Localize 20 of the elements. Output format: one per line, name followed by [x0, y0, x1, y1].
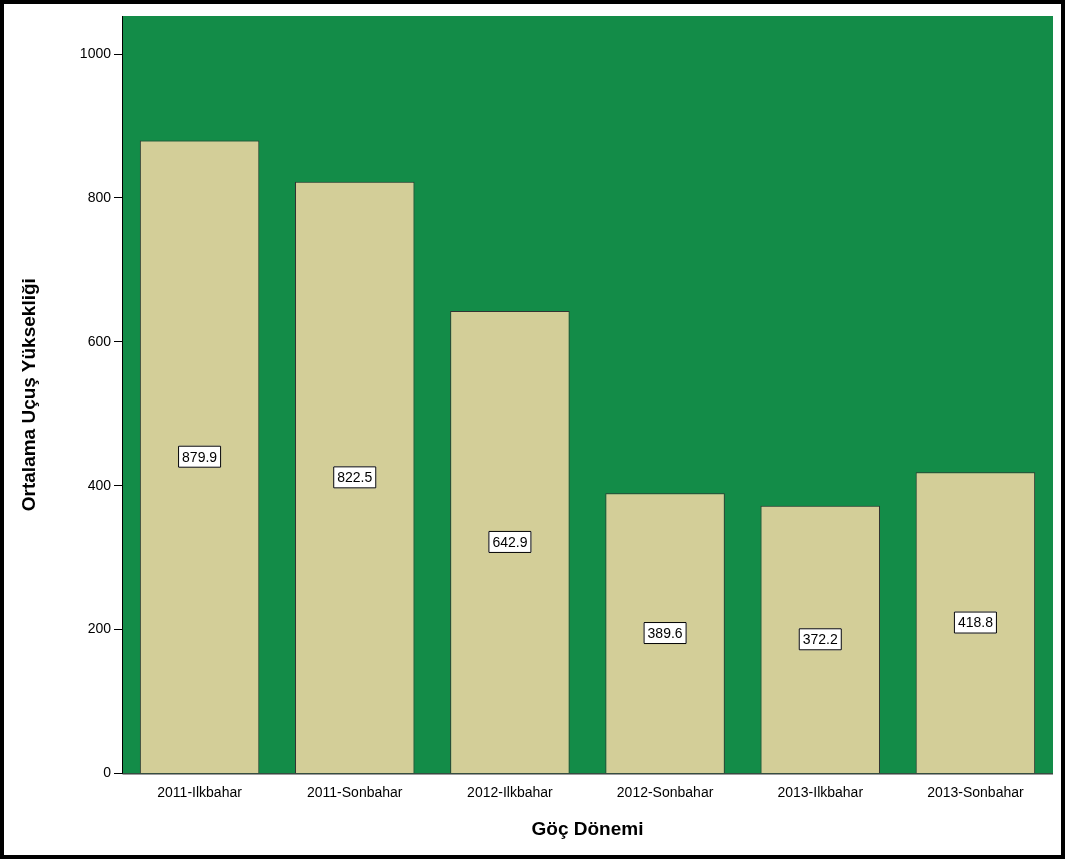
y-tick-label: 400: [87, 476, 112, 493]
y-tick-label: 0: [103, 764, 112, 781]
data-label: 822.5: [337, 469, 373, 486]
y-tick-label: 800: [87, 188, 112, 205]
x-tick-label: 2013-Ilkbahar: [777, 783, 864, 800]
data-label: 389.6: [647, 624, 683, 641]
x-tick-label: 2012-Ilkbahar: [467, 783, 554, 800]
data-label: 642.9: [492, 533, 528, 550]
data-label: 418.8: [957, 614, 994, 631]
x-tick-label: 2011-Sonbahar: [307, 783, 403, 800]
x-tick-label: 2011-Ilkbahar: [157, 783, 243, 800]
y-tick-label: 600: [87, 332, 112, 349]
y-tick-label: 1000: [79, 44, 112, 61]
x-tick-label: 2012-Sonbahar: [616, 783, 714, 800]
x-tick-label: 2013-Sonbahar: [927, 783, 1025, 800]
x-axis-title: Göç Dönemi: [531, 817, 644, 839]
data-label: 879.9: [182, 448, 218, 465]
y-axis-title: Ortalama Uçuş Yüksekliği: [17, 278, 39, 512]
data-label: 372.2: [802, 631, 838, 648]
y-tick-label: 200: [87, 620, 112, 637]
